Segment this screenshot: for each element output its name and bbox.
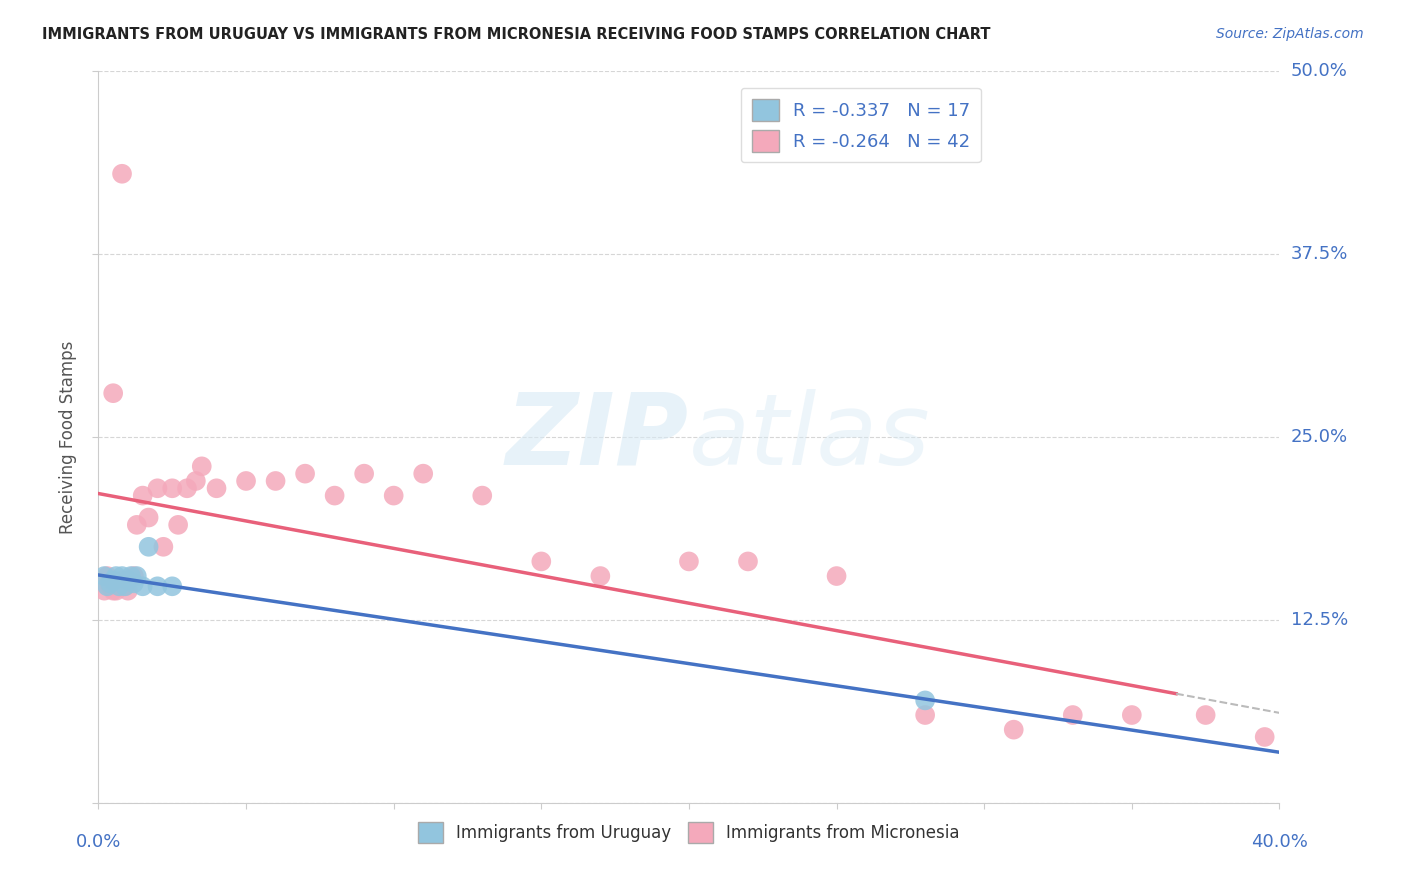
Text: 50.0%: 50.0% [1291,62,1347,80]
Point [235,474,257,488]
Point [103,386,125,401]
Point [162,481,183,495]
Point [132,579,155,593]
Point [914,708,936,723]
Point [678,554,700,568]
Text: 25.0%: 25.0% [1291,428,1348,446]
Point [205,481,228,495]
Point [96,569,118,583]
Point [589,569,612,583]
Point [103,583,125,598]
Text: IMMIGRANTS FROM URUGUAY VS IMMIGRANTS FROM MICRONESIA RECEIVING FOOD STAMPS CORR: IMMIGRANTS FROM URUGUAY VS IMMIGRANTS FR… [42,27,991,42]
Point [96,579,118,593]
Point [93,569,115,583]
Text: ZIP: ZIP [506,389,689,485]
Point [138,510,160,524]
Text: 0.0%: 0.0% [76,833,121,851]
Point [184,474,207,488]
Point [125,517,148,532]
Point [98,579,121,593]
Point [125,569,148,583]
Point [122,576,145,591]
Point [132,489,155,503]
Point [162,579,183,593]
Point [146,481,169,495]
Point [382,489,405,503]
Text: 12.5%: 12.5% [1291,611,1348,629]
Point [191,459,214,474]
Point [98,576,121,591]
Point [146,579,169,593]
Point [120,569,142,583]
Text: Source: ZipAtlas.com: Source: ZipAtlas.com [1216,27,1364,41]
Point [117,583,139,598]
Point [122,569,145,583]
Point [1121,708,1143,723]
Point [1254,730,1277,744]
Point [530,554,553,568]
Point [412,467,434,481]
Point [111,574,134,588]
Point [1195,708,1218,723]
Text: 40.0%: 40.0% [1251,833,1308,851]
Point [105,583,128,598]
Legend: Immigrants from Uruguay, Immigrants from Micronesia: Immigrants from Uruguay, Immigrants from… [412,815,966,849]
Point [111,569,134,583]
Point [1002,723,1025,737]
Point [737,554,759,568]
Point [108,579,131,593]
Point [108,579,131,593]
Point [111,167,134,181]
Point [114,579,136,593]
Point [323,489,346,503]
Point [825,569,848,583]
Y-axis label: Receiving Food Stamps: Receiving Food Stamps [59,341,77,533]
Text: atlas: atlas [689,389,931,485]
Point [152,540,174,554]
Point [914,693,936,707]
Point [138,540,160,554]
Point [93,583,115,598]
Point [1062,708,1084,723]
Point [176,481,198,495]
Point [353,467,375,481]
Point [471,489,494,503]
Point [114,579,136,593]
Point [264,474,287,488]
Point [117,574,139,588]
Point [105,569,128,583]
Point [294,467,316,481]
Point [103,574,125,588]
Point [167,517,190,532]
Text: 37.5%: 37.5% [1291,245,1348,263]
